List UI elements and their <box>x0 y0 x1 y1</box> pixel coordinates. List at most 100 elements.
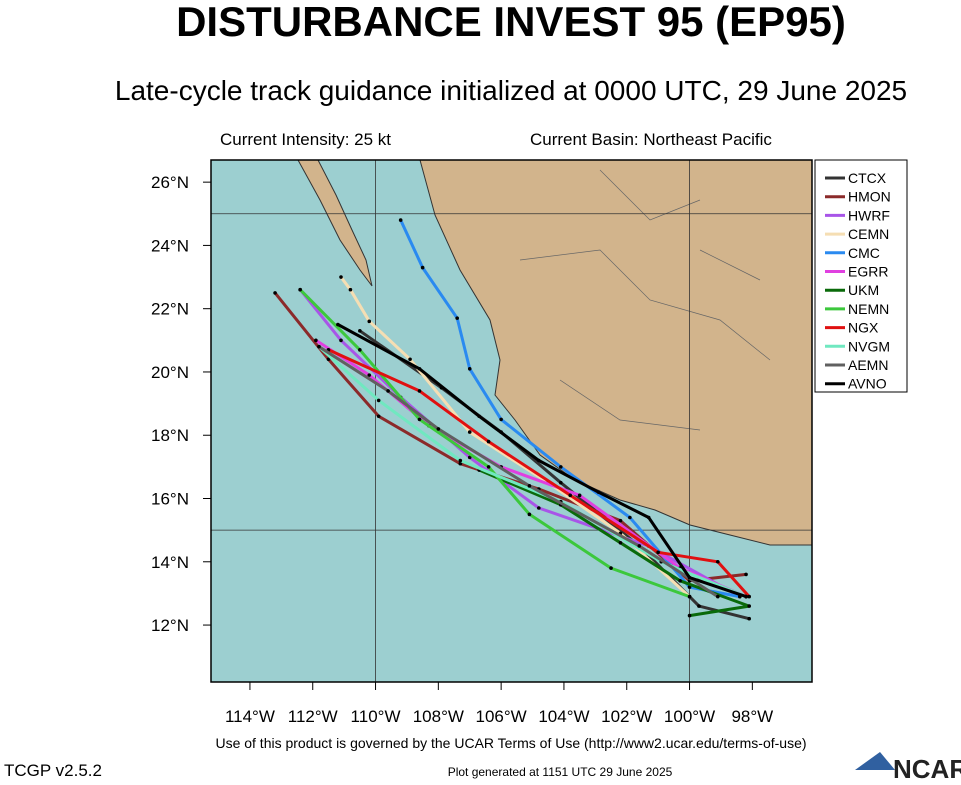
track-point <box>458 461 463 466</box>
track-point <box>687 585 692 589</box>
legend-label: AEMN <box>848 357 888 373</box>
track-point <box>417 367 422 371</box>
terms: Use of this product is governed by the U… <box>215 735 806 751</box>
legend <box>814 159 908 393</box>
intensity: Current Intensity: 25 kt <box>220 130 391 149</box>
track-point <box>417 389 422 393</box>
track-point <box>486 465 491 469</box>
track-point <box>609 566 613 570</box>
track-point <box>747 594 751 599</box>
track-point <box>747 604 751 608</box>
land-baja <box>297 160 373 287</box>
track-point <box>326 357 331 362</box>
track <box>339 276 691 598</box>
subtitle: Late-cycle track guidance initialized at… <box>115 75 907 106</box>
legend-label: NGX <box>848 320 879 336</box>
frame <box>210 159 813 683</box>
track-point <box>687 594 692 599</box>
track-point <box>646 515 651 520</box>
legend-label: HMON <box>848 189 891 205</box>
track-point <box>687 613 692 618</box>
track-point <box>376 414 381 419</box>
track-point <box>527 512 532 517</box>
track-point <box>398 218 403 222</box>
legend-label: HWRF <box>848 207 890 223</box>
track-point <box>577 493 582 498</box>
track-point <box>744 594 748 599</box>
track-point <box>558 480 563 485</box>
state-borders <box>519 169 771 431</box>
track-point <box>744 572 748 577</box>
y-tick-label: 26°N <box>151 173 189 192</box>
version: TCGP v2.5.2 <box>4 761 102 780</box>
track-point <box>358 329 362 333</box>
x-tick-label: 102°W <box>601 707 652 726</box>
track-point <box>455 316 459 320</box>
track-point <box>317 344 321 349</box>
track-point <box>367 319 372 324</box>
track-point <box>747 616 751 621</box>
y-tick-label: 20°N <box>151 363 189 382</box>
y-tick-label: 18°N <box>151 426 189 445</box>
x-tick-label: 98°W <box>731 707 773 726</box>
legend-label: UKM <box>848 282 879 298</box>
y-tick-label: 22°N <box>151 300 189 319</box>
track-point <box>715 594 720 599</box>
track-point <box>467 455 472 460</box>
title: DISTURBANCE INVEST 95 (EP95) <box>176 0 846 45</box>
track-point <box>467 367 472 371</box>
track-point <box>678 578 682 583</box>
track-point <box>687 575 692 580</box>
track-point <box>537 506 541 510</box>
legend-label: CMC <box>848 245 880 261</box>
track-point <box>477 414 481 419</box>
track-point <box>486 439 491 444</box>
track-point <box>376 398 381 403</box>
basin: Current Basin: Northeast Pacific <box>530 130 772 149</box>
track-point <box>417 417 422 422</box>
legend-label: NVGM <box>848 338 890 354</box>
y-tick-label: 14°N <box>151 553 189 572</box>
track-point <box>596 490 601 494</box>
legend-label: CEMN <box>848 226 889 242</box>
y-tick-label: 24°N <box>151 236 189 255</box>
map-area <box>211 160 812 682</box>
track-point <box>558 465 563 469</box>
generated: Plot generated at 1151 UTC 29 June 2025 <box>448 765 673 779</box>
legend-label: CTCX <box>848 170 887 186</box>
x-tick-label: 106°W <box>476 707 527 726</box>
track-point <box>697 604 701 608</box>
track-point <box>499 417 503 422</box>
track <box>337 323 747 599</box>
track-point <box>628 515 632 520</box>
track-point <box>408 357 412 362</box>
x-tick-label: 104°W <box>538 707 589 726</box>
track-point <box>568 493 573 498</box>
track-point <box>537 458 541 463</box>
track-point <box>618 518 623 523</box>
ncar-logo-mark <box>855 752 895 770</box>
track-point <box>314 338 318 343</box>
track-point <box>527 484 532 488</box>
x-tick-label: 108°W <box>413 707 464 726</box>
track-point <box>618 541 623 545</box>
legend-label: EGRR <box>848 264 888 280</box>
track-point <box>336 322 340 327</box>
track-point <box>715 559 720 564</box>
track-point <box>367 373 372 377</box>
track-point <box>420 265 425 270</box>
track <box>318 345 719 598</box>
x-tick-label: 100°W <box>664 707 715 726</box>
x-tick-label: 110°W <box>351 707 401 726</box>
track <box>478 468 751 618</box>
ncar-logo: NCAR <box>893 754 961 780</box>
track-point <box>436 427 441 431</box>
y-tick-label: 12°N <box>151 616 189 635</box>
track-point <box>348 287 353 292</box>
track-point <box>298 287 302 292</box>
track-point <box>339 338 343 343</box>
x-tick-label: 112°W <box>288 707 338 726</box>
x-tick-label: 114°W <box>225 707 275 726</box>
track-point <box>339 275 343 279</box>
